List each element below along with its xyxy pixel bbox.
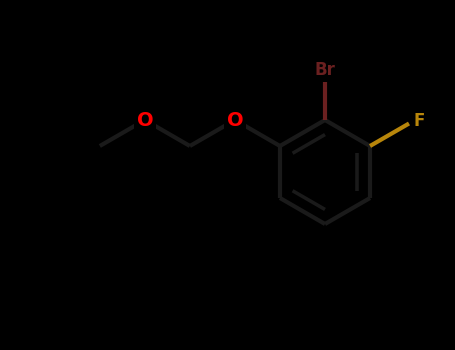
Text: Br: Br [314,61,335,79]
Text: O: O [227,111,243,130]
Text: O: O [136,111,153,130]
Text: F: F [413,112,425,131]
